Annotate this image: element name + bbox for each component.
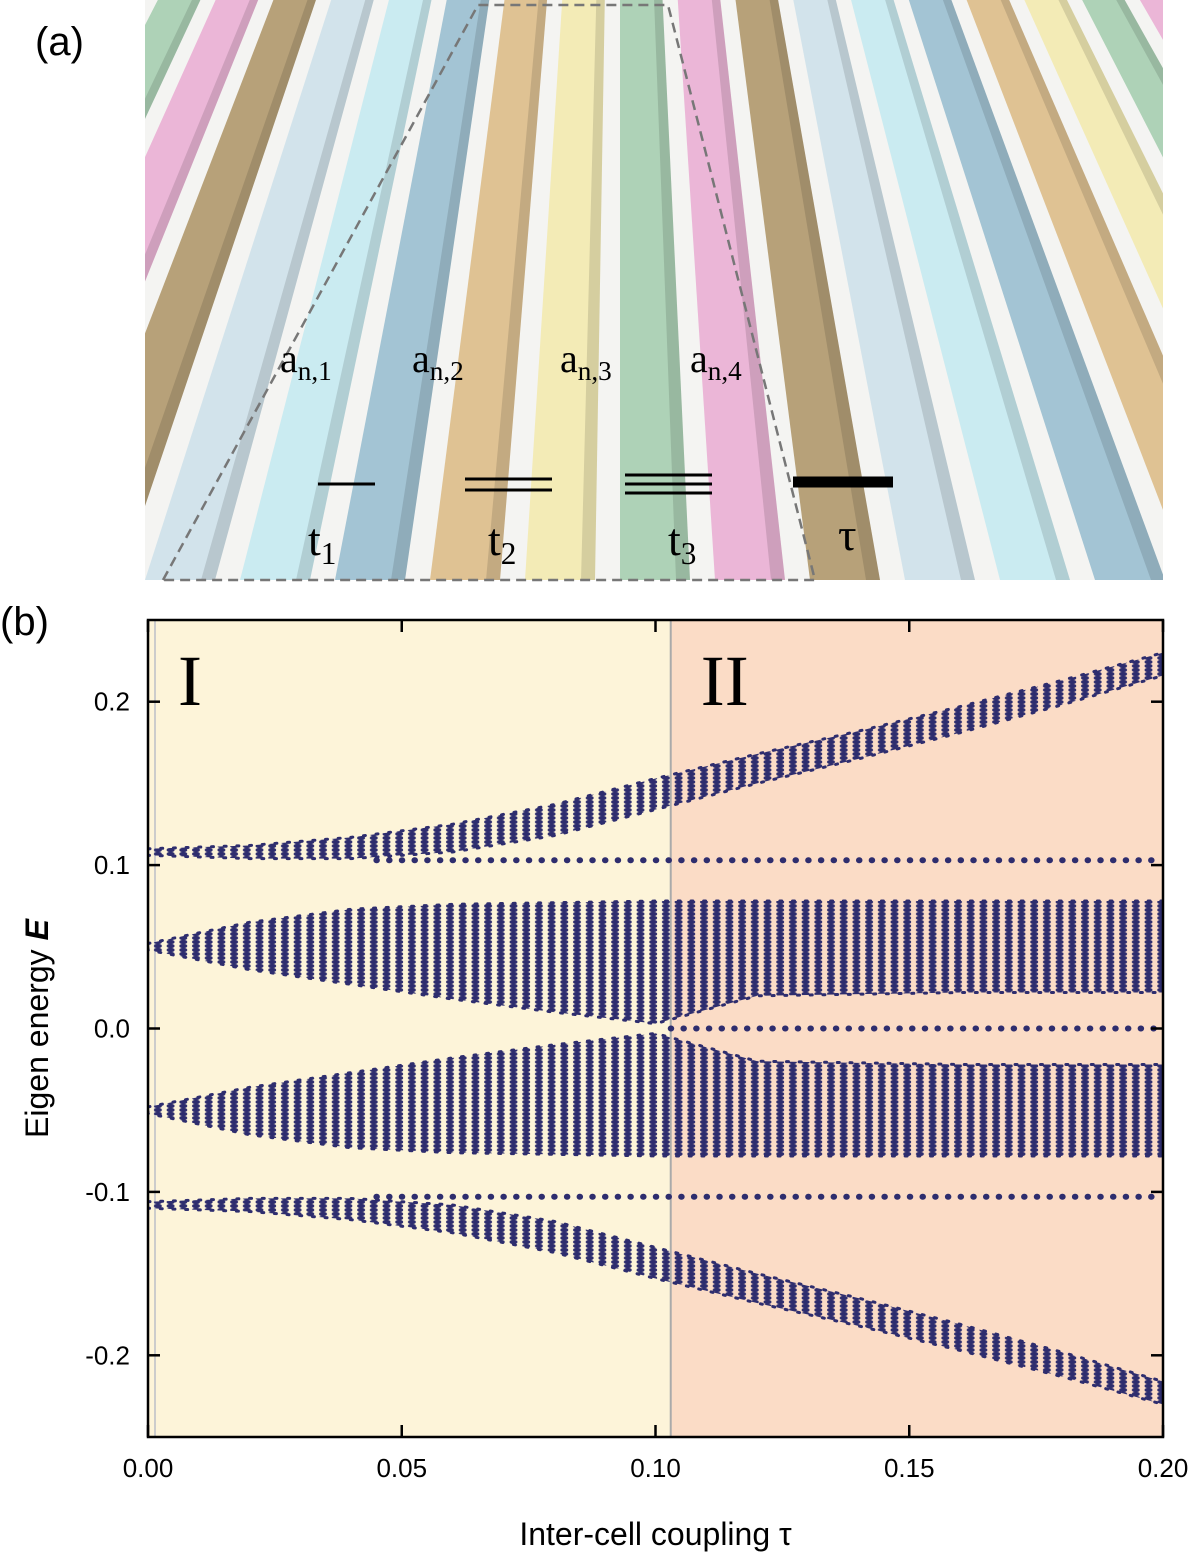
coupling-label-sub: 2 <box>501 536 517 571</box>
stripe-edge <box>391 0 490 580</box>
site-label-sub: n,1 <box>298 356 332 386</box>
stripe-edge <box>145 0 201 119</box>
x-tick-label: 0.05 <box>376 1453 427 1483</box>
stripe-edge <box>1058 0 1163 215</box>
stripe <box>1172 0 1200 580</box>
stripe <box>335 0 490 580</box>
site-label: an,4 <box>690 336 742 386</box>
stripe <box>966 0 1163 510</box>
stripe <box>145 0 374 580</box>
coupling-label: t3 <box>668 514 696 571</box>
stripe <box>145 0 259 282</box>
stripe <box>1082 0 1163 158</box>
coupling-label-sub: 1 <box>321 536 337 571</box>
x-tick-label: 0.10 <box>630 1453 681 1483</box>
y-tick-label: -0.1 <box>85 1177 130 1207</box>
stripe <box>1139 0 1163 40</box>
stripe <box>620 0 690 580</box>
site-label: an,1 <box>280 336 332 386</box>
stripe <box>145 0 201 119</box>
plot: (b)I II0.00 0.05 0.10 0.15 0.20-0.2-0.10.00.1… <box>0 600 1188 1552</box>
illustration <box>0 0 1200 580</box>
coupling-label: τ <box>838 509 857 560</box>
region-label: I <box>178 641 202 721</box>
x-tick-label: 0.00 <box>123 1453 174 1483</box>
y-tick-label: 0.2 <box>94 687 130 717</box>
band <box>148 899 1163 1026</box>
unit-cell-outline <box>160 3 817 582</box>
x-tick-label: 0.20 <box>1138 1453 1189 1483</box>
site-label-base: a <box>280 336 298 381</box>
stripe <box>0 0 164 580</box>
site-label-base: a <box>412 336 430 381</box>
x-tick-label: 0.15 <box>884 1453 935 1483</box>
stripe-edge <box>769 0 880 580</box>
stripe <box>735 0 880 580</box>
stripe-edge <box>827 0 975 580</box>
stripe-edge <box>145 0 259 282</box>
coupling-label-base: t <box>308 514 321 565</box>
stripe-edge <box>296 0 432 580</box>
band <box>148 1031 1163 1158</box>
stripe <box>525 0 605 580</box>
panel-tag: (b) <box>0 600 49 644</box>
coupling-label: t2 <box>488 514 516 571</box>
stripe-edge <box>1116 0 1163 85</box>
coupling-label-base: τ <box>838 509 857 560</box>
site-label-base: a <box>560 336 578 381</box>
stripe <box>677 0 785 580</box>
stripe-edge <box>885 0 1070 580</box>
site-label-sub: n,2 <box>430 356 464 386</box>
y-axis-label-symbol: E <box>19 917 55 940</box>
stripe-edge <box>0 0 164 580</box>
coupling-label-base: t <box>488 514 501 565</box>
site-label: an,3 <box>560 336 612 386</box>
stripe-edge <box>654 0 690 580</box>
stripe-edge <box>145 0 316 507</box>
stripe-edge <box>581 0 605 580</box>
site-label: an,2 <box>412 336 464 386</box>
y-tick-label: -0.2 <box>85 1340 130 1370</box>
region <box>148 620 671 1437</box>
stripe <box>793 0 975 580</box>
stripe-edge <box>0 0 109 580</box>
y-axis-label: Eigen energy E <box>19 917 55 1138</box>
stripe <box>240 0 432 580</box>
site-label-sub: n,3 <box>578 356 612 386</box>
stripe-edge <box>201 0 374 580</box>
x-axis-label: Inter-cell coupling τ <box>519 1516 792 1552</box>
stripe-edge <box>942 0 1163 580</box>
site-label-sub: n,4 <box>708 356 742 386</box>
coupling-label-base: t <box>668 514 681 565</box>
stripe <box>908 0 1163 580</box>
coupling-label-sub: 3 <box>681 536 697 571</box>
y-tick-label: 0.1 <box>94 850 130 880</box>
stripe <box>851 0 1070 580</box>
stripe-edge <box>1000 0 1163 384</box>
stripe <box>1024 0 1163 309</box>
stripe <box>0 0 53 580</box>
panel-tag: (a) <box>35 20 84 64</box>
stripe-edge <box>0 0 53 580</box>
y-tick-label: 0.0 <box>94 1014 130 1044</box>
data <box>148 651 1163 1406</box>
stripe-edge <box>486 0 548 580</box>
region-label: II <box>701 641 749 721</box>
stripe <box>145 0 316 507</box>
site-label-base: a <box>690 336 708 381</box>
stripe <box>0 0 109 580</box>
stripe <box>430 0 548 580</box>
coupling-label: t1 <box>308 514 336 571</box>
y-axis-label-text: Eigen energy <box>19 949 55 1138</box>
stripe-edge <box>711 0 785 580</box>
